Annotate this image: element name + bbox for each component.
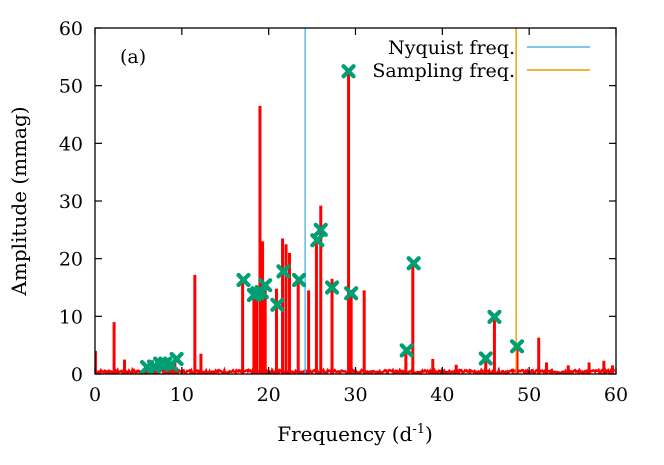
x-tick-label: 50 — [517, 384, 541, 406]
x-axis-title: Frequency (d-1) — [277, 422, 433, 446]
identified-frequency-marker — [509, 339, 525, 354]
y-tick-label: 50 — [59, 76, 83, 98]
identified-frequency-marker — [344, 286, 359, 301]
y-tick-label: 30 — [59, 191, 83, 213]
y-axis-title: Amplitude (mmag) — [7, 106, 31, 296]
identified-frequency-marker — [313, 222, 328, 237]
identified-frequency-marker — [254, 285, 269, 300]
spectrum-layer — [95, 71, 616, 374]
identified-frequency-marker — [291, 272, 307, 288]
identified-frequency-marker — [258, 278, 273, 293]
x-tick-label: 0 — [89, 384, 101, 406]
reference-lines — [304, 28, 517, 374]
identified-frequency-marker — [341, 64, 356, 79]
identified-frequency-marker — [487, 309, 502, 325]
y-tick-label: 0 — [71, 364, 83, 386]
y-tick-label: 60 — [59, 18, 83, 40]
x-tick-label: 10 — [170, 384, 194, 406]
y-tick-label: 20 — [59, 249, 83, 271]
x-tick-label: 40 — [430, 384, 454, 406]
y-tick-label: 10 — [59, 306, 83, 328]
y-tick-label: 40 — [59, 133, 83, 155]
identified-frequency-markers — [140, 64, 525, 375]
x-tick-label: 30 — [343, 384, 367, 406]
axis-ticks: 0 10 20 30 40 50 60 0 10 20 30 40 50 60 — [59, 18, 628, 406]
identified-frequency-marker — [236, 272, 251, 288]
identified-frequency-marker — [399, 343, 414, 358]
identified-frequency-marker — [276, 264, 291, 279]
panel-label: (a) — [120, 46, 146, 68]
identified-frequency-marker — [270, 297, 285, 312]
identified-frequency-marker — [406, 256, 421, 271]
x-tick-label: 60 — [604, 384, 628, 406]
plot-frame — [94, 27, 617, 375]
identified-frequency-marker — [324, 280, 340, 295]
legend-label-nyquist: Nyquist freq. — [388, 37, 515, 59]
legend: Nyquist freq. Sampling freq. — [372, 37, 590, 82]
identified-frequency-marker — [169, 351, 184, 367]
identified-frequency-marker — [310, 233, 325, 248]
identified-frequency-marker — [478, 351, 493, 366]
x-tick-label: 20 — [257, 384, 281, 406]
legend-label-sampling: Sampling freq. — [372, 60, 515, 82]
